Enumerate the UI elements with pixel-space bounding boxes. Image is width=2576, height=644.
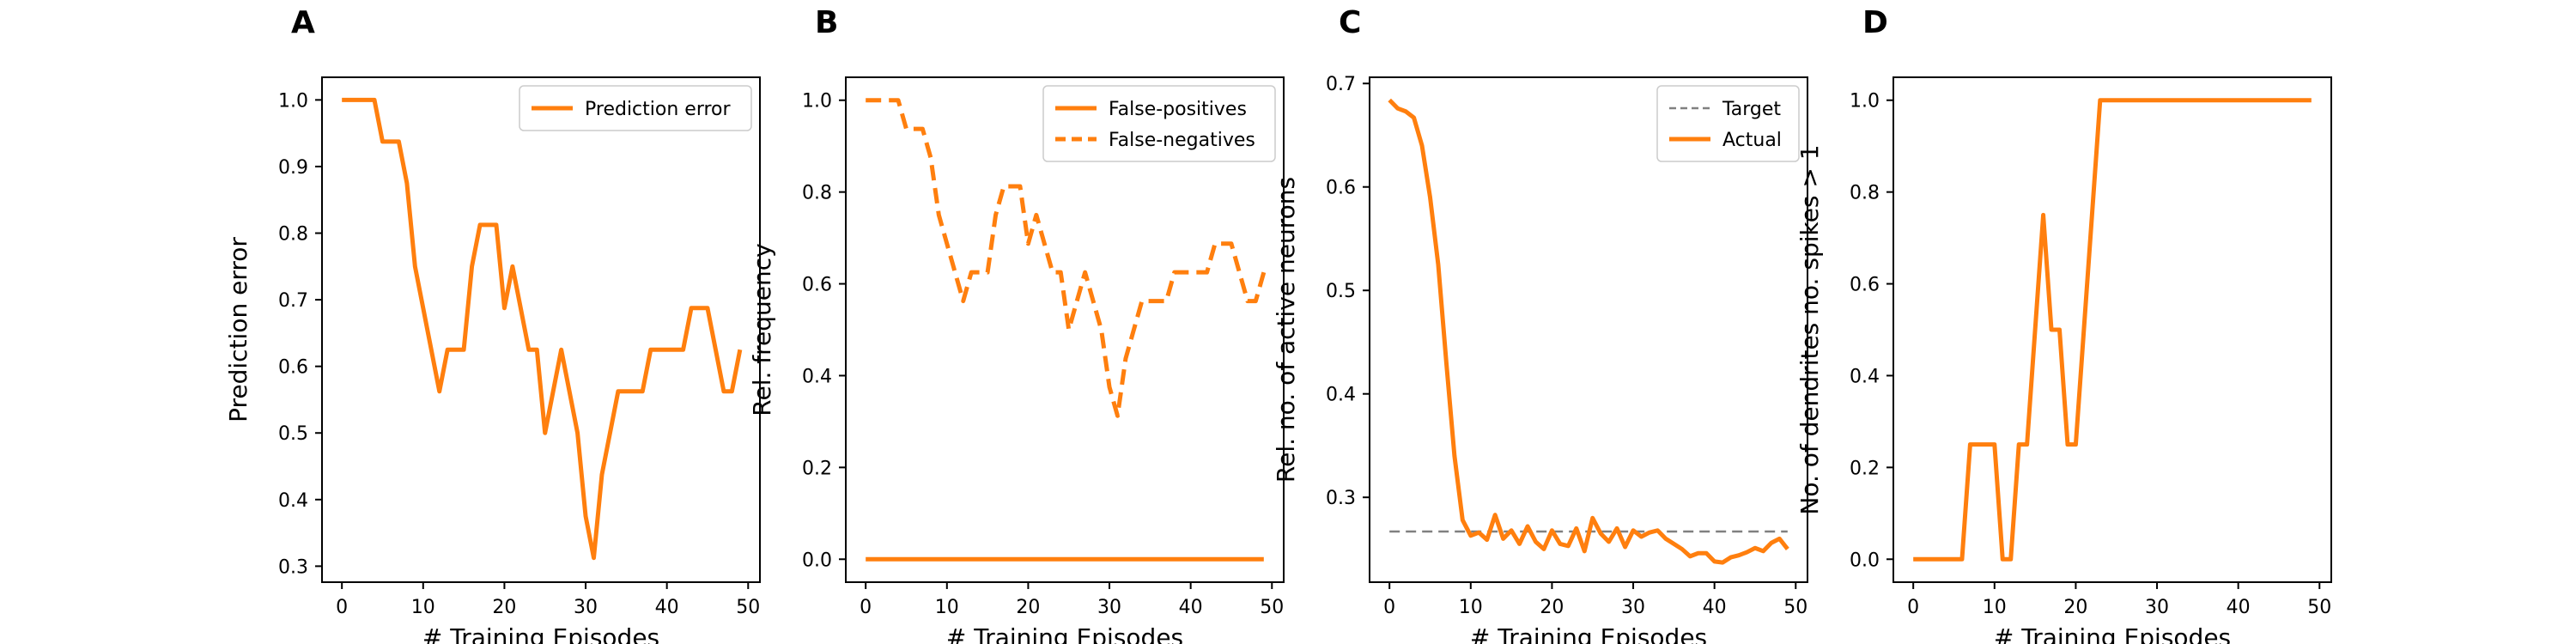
series-line-prediction-error xyxy=(342,97,743,561)
legend: False-positives False-negatives xyxy=(1042,85,1276,162)
x-tick-label: 40 xyxy=(2227,597,2251,618)
y-tick-label: 0.5 xyxy=(1326,281,1356,302)
plot-frame xyxy=(1893,76,2332,583)
panel-b: B 0 10 20 30 40 50 0.0 0.2 0.4 0.6 0.8 1.0 # Training… xyxy=(748,5,1285,644)
series-line-actual xyxy=(1388,98,1789,565)
y-tick-label: 0.0 xyxy=(1850,550,1880,571)
panel-label: A xyxy=(291,5,315,40)
y-tick-label: 0.6 xyxy=(1326,178,1356,199)
x-tick-label: 20 xyxy=(1540,597,1564,618)
y-axis-label: Rel. frequency xyxy=(748,243,776,416)
panel-d: D 0 10 20 30 40 50 0.0 0.2 0.4 0.6 0.8 1.0 # Training… xyxy=(1795,5,2332,644)
panel-label: D xyxy=(1862,5,1888,40)
y-tick-label: 0.8 xyxy=(278,224,308,246)
y-tick-label: 0.6 xyxy=(802,275,832,296)
x-tick-label: 20 xyxy=(492,597,516,618)
y-tick-label: 0.5 xyxy=(278,423,308,445)
y-tick-label: 0.7 xyxy=(278,290,308,312)
y-tick-label: 0.7 xyxy=(1326,74,1356,95)
legend: Prediction error xyxy=(519,85,752,131)
y-tick-label: 0.4 xyxy=(802,366,832,387)
x-tick-label: 30 xyxy=(1097,597,1121,618)
plot-frame xyxy=(321,76,761,583)
y-tick-label: 1.0 xyxy=(278,90,308,112)
x-tick-label: 10 xyxy=(1459,597,1483,618)
x-axis-label: # Training Episodes xyxy=(1470,623,1707,644)
y-axis-label: No. of dendrites no. spikes > 1 xyxy=(1795,144,1824,514)
y-axis-label: Prediction error xyxy=(224,237,252,422)
legend-box xyxy=(519,85,752,131)
legend-box xyxy=(1656,85,1800,162)
plot-frame xyxy=(845,76,1285,583)
y-tick-label: 0.4 xyxy=(1326,385,1356,406)
series-line-main xyxy=(1913,98,2312,562)
y-tick-label: 0.4 xyxy=(1850,366,1880,387)
x-tick-label: 30 xyxy=(2145,597,2169,618)
x-tick-label: 50 xyxy=(1260,597,1284,618)
legend-entry: False-negatives xyxy=(1109,130,1255,151)
x-axis-label: # Training Episodes xyxy=(1994,623,2231,644)
y-tick-label: 0.0 xyxy=(802,550,832,571)
x-tick-label: 50 xyxy=(1783,597,1807,618)
x-tick-label: 0 xyxy=(860,597,872,618)
x-tick-label: 40 xyxy=(1703,597,1727,618)
x-tick-label: 40 xyxy=(1179,597,1203,618)
y-tick-label: 0.9 xyxy=(278,157,308,179)
y-axis-label: Rel. no. of active neurons xyxy=(1272,177,1300,483)
panel-label: B xyxy=(815,5,838,40)
y-tick-label: 0.6 xyxy=(1850,275,1880,296)
x-tick-label: 0 xyxy=(1907,597,1919,618)
x-tick-label: 50 xyxy=(2307,597,2331,618)
y-tick-label: 0.2 xyxy=(802,458,832,479)
plot-frame xyxy=(1369,76,1808,583)
x-tick-label: 10 xyxy=(411,597,435,618)
y-tick-label: 0.8 xyxy=(802,183,832,204)
x-tick-label: 0 xyxy=(336,597,348,618)
legend-entry: Target xyxy=(1722,99,1781,120)
x-tick-label: 30 xyxy=(574,597,598,618)
panel-a: A 0 10 20 30 40 50 0.3 0.4 0.5 0.6 0.7 0.8 0.9 1.0 # Tr… xyxy=(224,5,761,644)
legend-entry: False-positives xyxy=(1109,99,1247,120)
x-tick-label: 20 xyxy=(2063,597,2087,618)
y-tick-label: 0.6 xyxy=(278,357,308,379)
legend-entry: Actual xyxy=(1722,130,1782,151)
legend: Target Actual xyxy=(1656,85,1800,162)
x-tick-label: 10 xyxy=(1983,597,2007,618)
y-tick-label: 0.3 xyxy=(278,556,308,578)
y-tick-label: 1.0 xyxy=(802,91,832,112)
panel-c: C 0 10 20 30 40 50 0.3 0.4 0.5 0.6 0.7 # Training Ep… xyxy=(1272,5,1808,644)
x-axis-label: # Training Episodes xyxy=(946,623,1183,644)
x-tick-label: 30 xyxy=(1621,597,1645,618)
x-tick-label: 0 xyxy=(1383,597,1395,618)
legend-entry: Prediction error xyxy=(585,99,731,120)
x-tick-label: 10 xyxy=(935,597,959,618)
panel-label: C xyxy=(1339,5,1361,40)
y-tick-label: 0.3 xyxy=(1326,488,1356,509)
y-tick-label: 0.2 xyxy=(1850,458,1880,479)
legend-box xyxy=(1042,85,1276,162)
y-tick-label: 1.0 xyxy=(1850,91,1880,112)
x-tick-label: 40 xyxy=(655,597,679,618)
x-tick-label: 50 xyxy=(736,597,760,618)
x-tick-label: 20 xyxy=(1016,597,1040,618)
series-line-false-negatives xyxy=(866,98,1267,418)
x-axis-label: # Training Episodes xyxy=(422,623,659,644)
y-tick-label: 0.8 xyxy=(1850,183,1880,204)
y-tick-label: 0.4 xyxy=(278,490,308,512)
